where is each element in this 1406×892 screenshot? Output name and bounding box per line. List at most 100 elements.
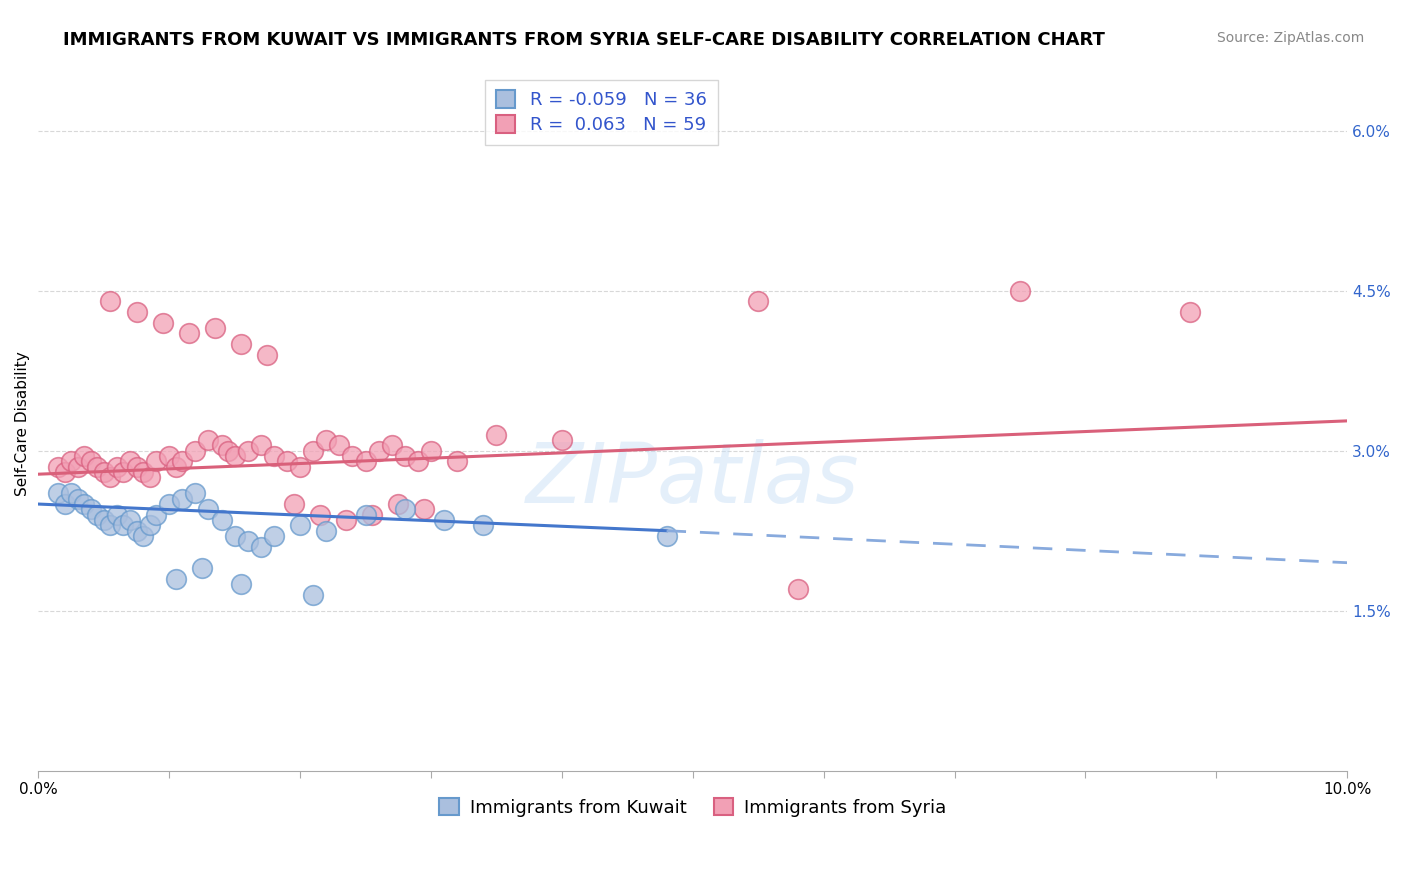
Point xyxy=(98,518,121,533)
Text: IMMIGRANTS FROM KUWAIT VS IMMIGRANTS FROM SYRIA SELF-CARE DISABILITY CORRELATION: IMMIGRANTS FROM KUWAIT VS IMMIGRANTS FRO… xyxy=(63,31,1105,49)
Point xyxy=(46,486,69,500)
Point xyxy=(132,465,155,479)
Point xyxy=(231,337,253,351)
Point xyxy=(472,518,495,533)
Point xyxy=(105,459,128,474)
Point xyxy=(118,513,141,527)
Point xyxy=(302,588,325,602)
Point xyxy=(747,294,769,309)
Point xyxy=(191,561,214,575)
Point xyxy=(315,433,337,447)
Point xyxy=(138,470,160,484)
Point xyxy=(138,518,160,533)
Point xyxy=(157,449,180,463)
Legend: Immigrants from Kuwait, Immigrants from Syria: Immigrants from Kuwait, Immigrants from … xyxy=(432,791,953,824)
Point xyxy=(283,497,305,511)
Point xyxy=(118,454,141,468)
Point xyxy=(394,449,416,463)
Point xyxy=(98,294,121,309)
Point xyxy=(105,508,128,522)
Point xyxy=(197,433,219,447)
Point xyxy=(420,443,443,458)
Point xyxy=(172,491,194,506)
Point xyxy=(485,427,508,442)
Point xyxy=(211,513,233,527)
Point xyxy=(211,438,233,452)
Point xyxy=(387,497,409,511)
Point xyxy=(73,497,96,511)
Point xyxy=(53,497,76,511)
Point xyxy=(165,459,187,474)
Point xyxy=(1008,284,1031,298)
Point xyxy=(53,465,76,479)
Point xyxy=(446,454,468,468)
Point xyxy=(276,454,298,468)
Point xyxy=(172,454,194,468)
Point xyxy=(93,465,115,479)
Y-axis label: Self-Care Disability: Self-Care Disability xyxy=(15,351,30,497)
Point xyxy=(302,443,325,458)
Point xyxy=(655,529,678,543)
Point xyxy=(288,459,311,474)
Point xyxy=(60,486,83,500)
Point xyxy=(263,449,285,463)
Point xyxy=(315,524,337,538)
Point xyxy=(152,316,174,330)
Point xyxy=(394,502,416,516)
Point xyxy=(786,582,808,597)
Point xyxy=(184,486,207,500)
Point xyxy=(406,454,429,468)
Point xyxy=(381,438,404,452)
Point xyxy=(197,502,219,516)
Point xyxy=(125,305,148,319)
Point xyxy=(125,524,148,538)
Point xyxy=(1180,305,1202,319)
Point xyxy=(93,513,115,527)
Point xyxy=(354,508,377,522)
Point xyxy=(367,443,389,458)
Point xyxy=(342,449,364,463)
Point xyxy=(80,502,103,516)
Point xyxy=(86,508,108,522)
Point xyxy=(217,443,239,458)
Point xyxy=(165,572,187,586)
Point xyxy=(413,502,436,516)
Point xyxy=(60,454,83,468)
Point xyxy=(132,529,155,543)
Text: ZIPatlas: ZIPatlas xyxy=(526,439,859,520)
Point xyxy=(308,508,330,522)
Point xyxy=(73,449,96,463)
Point xyxy=(288,518,311,533)
Point xyxy=(256,348,278,362)
Point xyxy=(250,438,273,452)
Point xyxy=(112,518,135,533)
Point xyxy=(236,443,259,458)
Point xyxy=(551,433,574,447)
Text: Source: ZipAtlas.com: Source: ZipAtlas.com xyxy=(1216,31,1364,45)
Point xyxy=(231,577,253,591)
Point xyxy=(66,491,89,506)
Point xyxy=(224,449,246,463)
Point xyxy=(354,454,377,468)
Point xyxy=(86,459,108,474)
Point xyxy=(66,459,89,474)
Point xyxy=(204,321,226,335)
Point xyxy=(145,508,167,522)
Point xyxy=(80,454,103,468)
Point xyxy=(184,443,207,458)
Point xyxy=(335,513,357,527)
Point xyxy=(145,454,167,468)
Point xyxy=(433,513,456,527)
Point xyxy=(224,529,246,543)
Point xyxy=(112,465,135,479)
Point xyxy=(361,508,384,522)
Point xyxy=(98,470,121,484)
Point xyxy=(236,534,259,549)
Point xyxy=(125,459,148,474)
Point xyxy=(250,540,273,554)
Point xyxy=(263,529,285,543)
Point xyxy=(157,497,180,511)
Point xyxy=(177,326,200,341)
Point xyxy=(46,459,69,474)
Point xyxy=(328,438,350,452)
